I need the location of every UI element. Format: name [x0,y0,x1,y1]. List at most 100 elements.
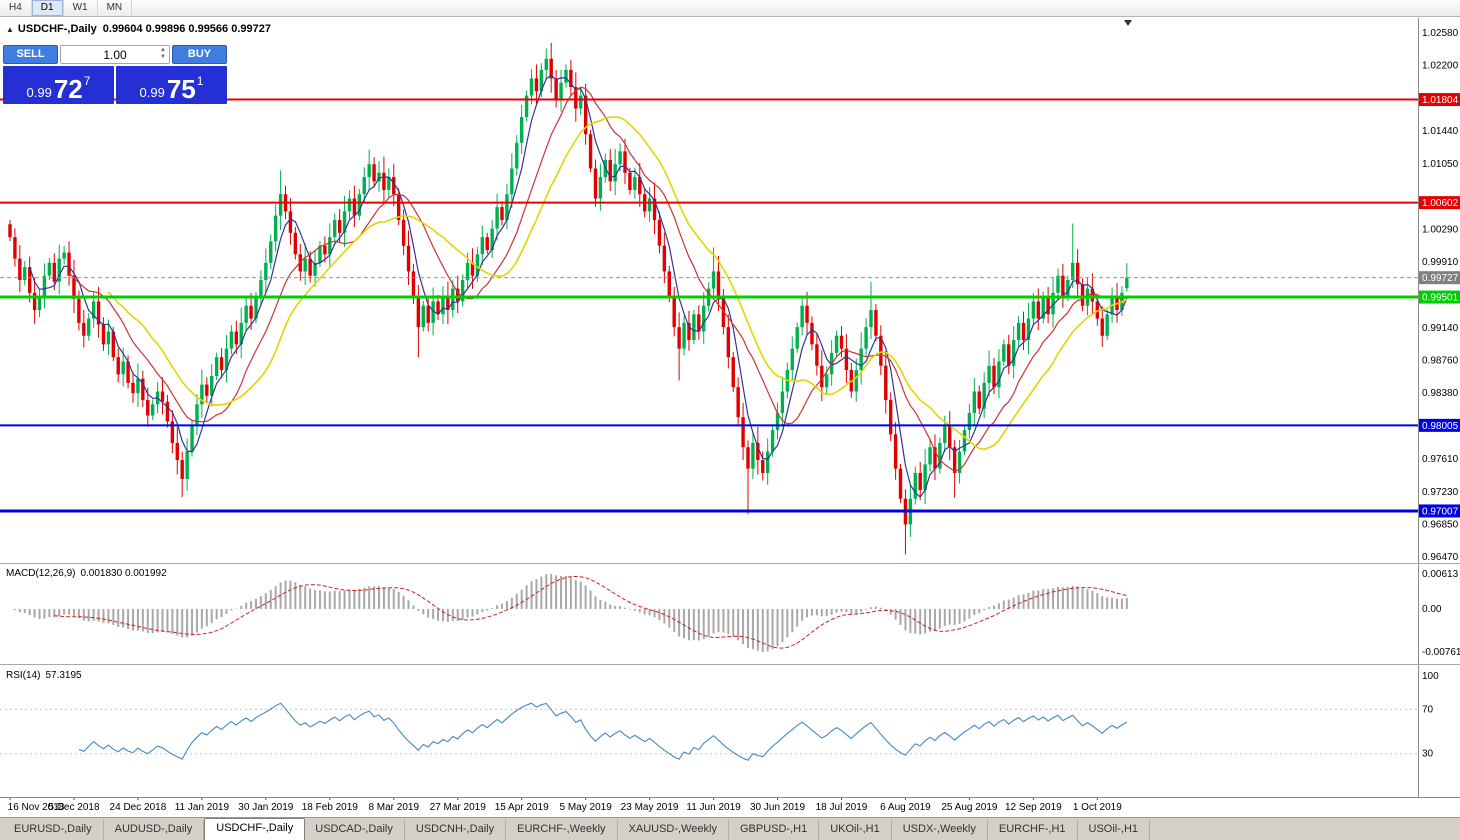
rsi-value: 57.3195 [45,670,82,681]
svg-text:1.00602: 1.00602 [1422,198,1459,209]
svg-text:0.97007: 0.97007 [1422,506,1459,517]
date-label: 6 Aug 2019 [880,802,931,813]
rsi-name: RSI(14) [6,670,41,681]
y-axis-label: 0.97610 [1422,454,1459,465]
date-label: 18 Jul 2019 [816,802,868,813]
price-axis[interactable] [1419,18,1460,797]
date-label: 18 Feb 2019 [302,802,359,813]
macd-axis-label: -0.00761 [1422,647,1460,658]
ohlc-values: 0.99604 0.99896 0.99566 0.99727 [102,23,271,35]
date-label: 8 Mar 2019 [368,802,419,813]
hline-label-1.00602 [1419,196,1460,210]
buy-button[interactable]: BUY [172,45,227,64]
chart-tab-usdcnh[interactable]: USDCNH-,Daily [405,820,507,840]
date-label: 5 Dec 2018 [48,802,100,813]
y-axis-label: 0.96470 [1422,552,1459,563]
ma-line-21 [107,116,1128,451]
date-label: 5 May 2019 [560,802,613,813]
chart-tab-usdx[interactable]: USDX-,Weekly [892,820,988,840]
rsi-axis-label: 100 [1422,671,1439,682]
chart-title: ▲ USDCHF-,Daily 0.99604 0.99896 0.99566 0.… [6,23,271,35]
y-axis-label: 1.02200 [1422,61,1459,72]
date-label: 11 Jan 2019 [175,802,230,813]
hline-label-0.99501 [1419,290,1460,304]
date-label: 27 Mar 2019 [430,802,487,813]
sell-price-main: 0.99 [26,84,52,100]
chart-tab-ukoil[interactable]: UKOil-,H1 [819,820,892,840]
svg-text:1.01804: 1.01804 [1422,95,1459,106]
y-axis-label: 0.99910 [1422,257,1459,268]
one-click-collapse-icon[interactable]: ▲ [6,25,14,34]
rsi-axis-label: 70 [1422,704,1434,715]
buy-price-button[interactable]: 0.99 75 1 [116,66,227,104]
rsi-line [78,702,1128,761]
volume-input[interactable]: 1.00 ▲ ▼ [60,45,170,64]
volume-spinner[interactable]: ▲ ▼ [160,47,166,61]
date-label: 25 Aug 2019 [941,802,998,813]
one-click-trading-panel: SELL 1.00 ▲ ▼ BUY 0.99 72 7 0.99 75 1 [3,45,227,104]
macd-signal-line [54,575,1127,649]
ma-line-13 [68,86,1127,472]
sell-button[interactable]: SELL [3,45,58,64]
sell-price-point: 7 [83,74,91,88]
timeframe-button-d1[interactable]: D1 [31,0,64,16]
timeframe-button-mn[interactable]: MN [98,0,133,16]
svg-text:0.99727: 0.99727 [1422,273,1459,284]
current-price-label [1419,271,1460,285]
hline-label-0.97007 [1419,504,1460,518]
date-label: 16 Nov 2018 [8,802,65,813]
y-axis-label: 0.98380 [1422,388,1459,399]
chart-tab-eurchf[interactable]: EURCHF-,Weekly [506,820,618,840]
date-axis[interactable]: 16 Nov 20185 Dec 2018 24 Dec 2018 11 Jan 2… [8,797,1123,813]
y-axis-label: 0.96850 [1422,519,1459,530]
y-axis-label: 1.02580 [1422,28,1459,39]
macd-axis-label: 0.00613 [1422,569,1459,580]
timeframe-button-w1[interactable]: W1 [64,0,98,16]
timeframe-button-h4[interactable]: H4 [0,0,32,16]
macd-histogram [13,574,1128,652]
chart-tab-audusd[interactable]: AUDUSD-,Daily [104,820,205,840]
candlesticks [8,42,1129,555]
macd-values: 0.001830 0.001992 [80,568,167,579]
svg-text:0.98005: 0.98005 [1422,421,1459,432]
chart-tab-eurusd[interactable]: EURUSD-,Daily [3,820,104,840]
date-label: 11 Jun 2019 [686,802,741,813]
timeframe-toolbar: H4 D1 W1 MN [0,0,1460,17]
chart-tab-usdchf[interactable]: USDCHF-,Daily [204,818,306,840]
y-axis-label: 1.01050 [1422,159,1459,170]
svg-text:0.99501: 0.99501 [1422,293,1459,304]
y-axis-label: 0.97230 [1422,487,1459,498]
date-label: 30 Jun 2019 [750,802,805,813]
sell-price-button[interactable]: 0.99 72 7 [3,66,114,104]
time-axis[interactable] [0,797,1418,815]
ma-line-5 [29,74,1128,498]
spinner-up-icon[interactable]: ▲ [160,47,166,53]
sell-price-pips: 72 [53,73,83,104]
y-axis-label: 1.00290 [1422,224,1459,235]
chart-tab-bar: EURUSD-,Daily AUDUSD-,Daily USDCHF-,Daily U… [0,817,1460,840]
date-label: 15 Apr 2019 [495,802,549,813]
hline-label-1.01804 [1419,93,1460,107]
buy-price-main: 0.99 [139,84,165,100]
macd-indicator-label: MACD(12,26,9) 0.001830 0.001992 [6,568,167,579]
y-axis-label: 0.98760 [1422,356,1459,367]
symbol-period-label: USDCHF-,Daily [17,23,97,35]
y-axis-label: 1.01440 [1422,126,1459,137]
chart-shift-marker[interactable] [1124,20,1132,26]
buy-price-point: 1 [196,74,204,88]
date-label: 30 Jan 2019 [238,802,293,813]
y-axis-label: 0.99140 [1422,323,1459,334]
volume-value: 1.00 [103,47,127,62]
chart-tab-gbpusd[interactable]: GBPUSD-,H1 [729,820,820,840]
chart-tab-eurchf[interactable]: EURCHF-,H1 [988,820,1078,840]
chart-tab-usdcad[interactable]: USDCAD-,Daily [304,820,405,840]
macd-axis-label: 0.00 [1422,604,1442,615]
chart-tab-xauusd[interactable]: XAUUSD-,Weekly [618,820,729,840]
hline-label-0.98005 [1419,418,1460,432]
macd-name: MACD(12,26,9) [6,568,76,579]
date-label: 1 Oct 2019 [1073,802,1122,813]
spinner-down-icon[interactable]: ▼ [160,54,166,60]
buy-price-pips: 75 [166,73,196,104]
chart-tab-usoil[interactable]: USOil-,H1 [1078,820,1151,840]
